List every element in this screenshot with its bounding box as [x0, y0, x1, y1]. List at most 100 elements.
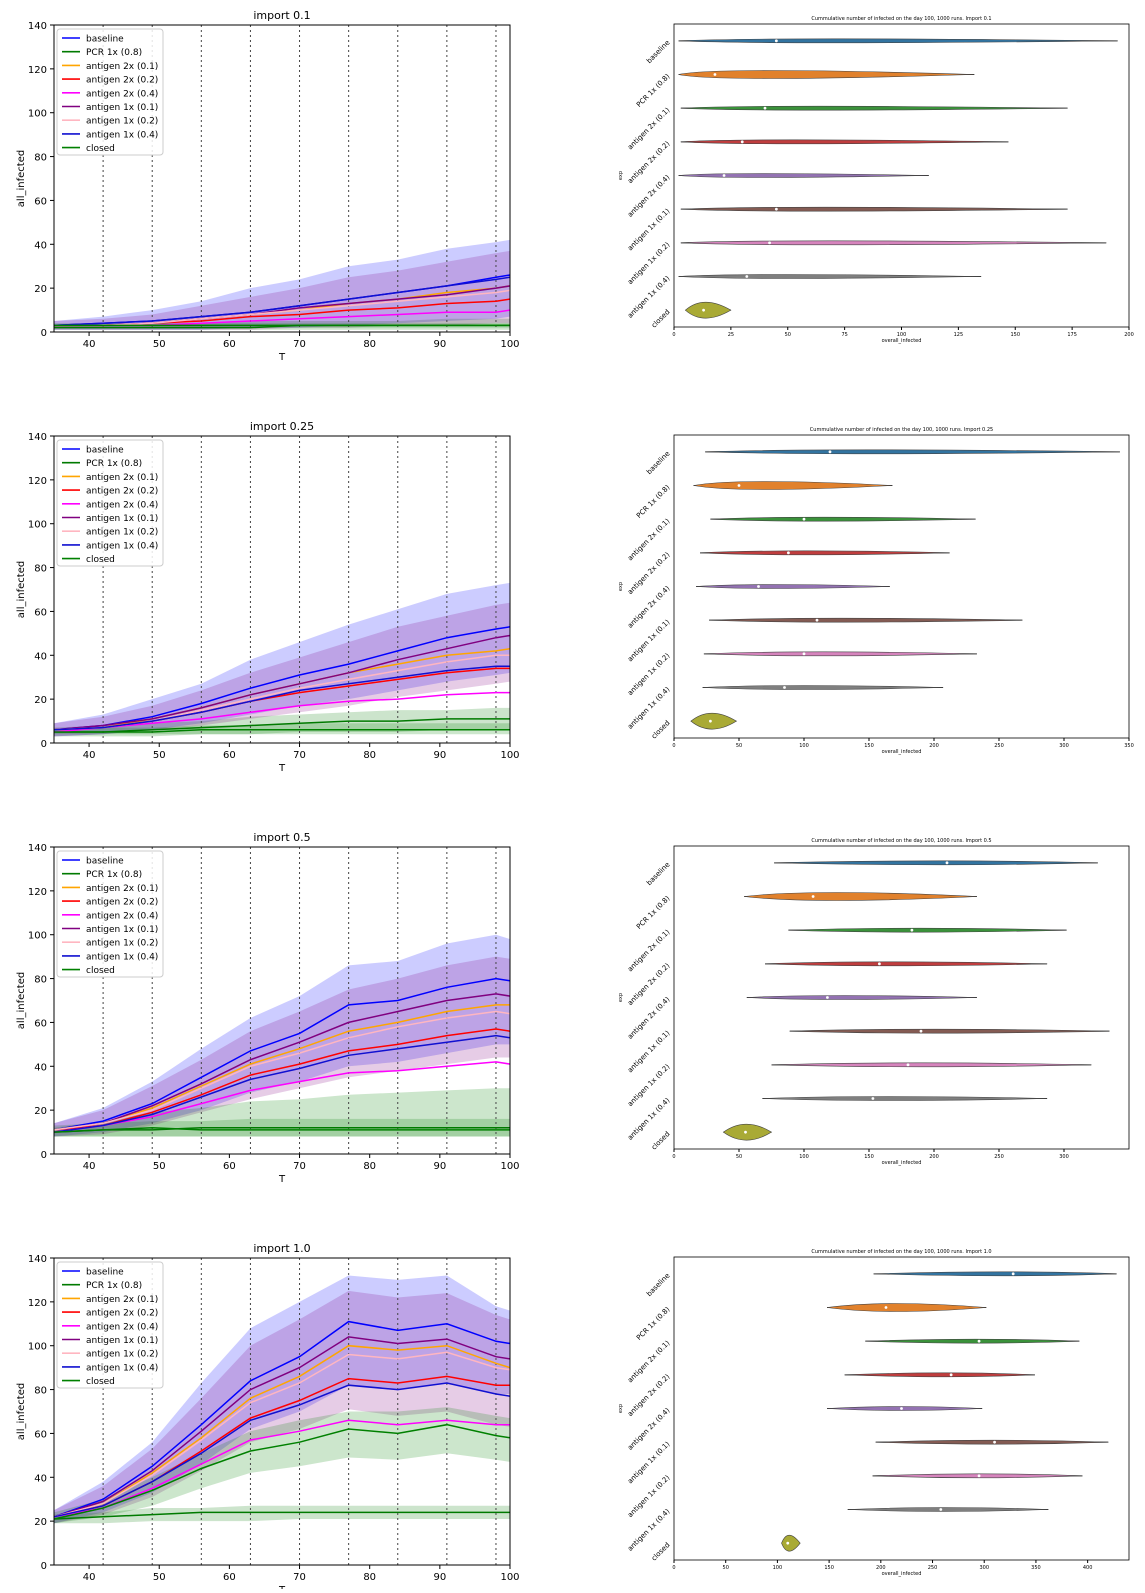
- violin-body-8: [684, 301, 732, 319]
- plot-frame: [53, 1257, 511, 1566]
- series-line-8: [54, 729, 510, 733]
- legend-label: antigen 2x (0.1): [86, 884, 158, 894]
- x-tick-label: 150: [824, 1565, 834, 1571]
- violin-body-4: [678, 173, 929, 178]
- violin-body-1: [744, 892, 977, 901]
- chart-title: import 1.0: [253, 1242, 310, 1255]
- y-axis-label: exp: [618, 1404, 624, 1413]
- x-tick-label: 50: [153, 339, 166, 350]
- violin-body-4: [746, 995, 977, 1000]
- series-line-7: [53, 1034, 511, 1133]
- series-line-8: [53, 1126, 510, 1133]
- x-tick-label: 90: [433, 1161, 446, 1172]
- category-label: baseline: [645, 1272, 671, 1298]
- x-tick-label: 60: [223, 1572, 236, 1583]
- x-tick-label: 50: [153, 1572, 166, 1583]
- y-tick-label: 100: [28, 931, 47, 942]
- series-line-7: [53, 665, 510, 731]
- violin-median-3: [787, 551, 790, 555]
- chart-title: import 0.25: [250, 420, 314, 433]
- violin-median-4: [757, 585, 760, 588]
- y-tick-label: 40: [34, 240, 47, 251]
- x-tick-label: 150: [864, 1154, 874, 1160]
- y-tick-label: 80: [34, 1386, 47, 1397]
- plot-frame: [53, 435, 511, 744]
- violin-median-6: [906, 1063, 910, 1067]
- x-tick-label: 75: [841, 332, 847, 338]
- y-tick-label: 40: [34, 1062, 47, 1073]
- band-8: [54, 1088, 510, 1137]
- series-line-0: [53, 626, 511, 731]
- plot-frame: [53, 24, 511, 333]
- x-tick-label: 100: [897, 332, 907, 338]
- y-tick-label: 20: [34, 695, 47, 706]
- x-axis-label: overall_infected: [882, 1160, 922, 1166]
- x-tick-label: 60: [223, 750, 236, 761]
- series-line-4: [53, 1061, 511, 1133]
- violin-median-7: [783, 686, 786, 689]
- band-0: [54, 934, 510, 1137]
- y-tick-label: 100: [28, 1342, 47, 1353]
- legend-label: PCR 1x (0.8): [86, 459, 142, 469]
- violin-body-6: [771, 1062, 1092, 1068]
- series-line-7: [53, 1382, 511, 1518]
- legend-label: antigen 1x (0.1): [86, 514, 158, 524]
- violin-median-2: [910, 928, 914, 932]
- x-tick-label: 250: [994, 743, 1004, 749]
- x-tick-label: 100: [799, 743, 809, 749]
- y-tick-label: 80: [34, 564, 47, 575]
- violin-median-7: [939, 1508, 943, 1511]
- legend-label: PCR 1x (0.8): [86, 870, 142, 880]
- legend-label: closed: [86, 144, 115, 154]
- violin-median-6: [802, 652, 806, 656]
- violin-median-6: [768, 241, 771, 245]
- band-5: [54, 602, 510, 737]
- plot-frame: [53, 846, 511, 1155]
- violin-median-0: [945, 861, 949, 865]
- y-tick-label: 140: [28, 21, 47, 32]
- violin-median-7: [745, 275, 749, 278]
- legend-label: baseline: [86, 1268, 124, 1278]
- y-tick-label: 120: [28, 1298, 47, 1309]
- legend-label: antigen 1x (0.4): [86, 541, 158, 551]
- violin-body-2: [788, 927, 1067, 933]
- x-tick-label: 100: [799, 1154, 809, 1160]
- series-line-8: [53, 1423, 511, 1520]
- category-label: baseline: [645, 39, 671, 65]
- violin-body-5: [875, 1439, 1109, 1445]
- violin-median-3: [878, 962, 881, 966]
- series-line-1: [53, 1126, 510, 1133]
- band-1: [54, 1505, 510, 1524]
- category-label: baseline: [645, 450, 671, 476]
- violin-median-0: [774, 39, 778, 43]
- legend-label: antigen 1x (0.1): [86, 1336, 158, 1346]
- x-tick-label: 90: [433, 339, 446, 350]
- legend-label: baseline: [86, 446, 124, 456]
- plot-frame: [673, 845, 1130, 1150]
- y-tick-label: 120: [28, 887, 47, 898]
- y-tick-label: 60: [34, 196, 47, 207]
- x-tick-label: 50: [785, 332, 791, 338]
- x-tick-label: 200: [876, 1565, 886, 1571]
- y-axis-label: exp: [618, 993, 624, 1002]
- series-line-0: [53, 977, 511, 1131]
- x-tick-label: 125: [954, 332, 964, 338]
- legend-label: antigen 2x (0.2): [86, 487, 158, 497]
- x-tick-label: 0: [672, 1154, 675, 1160]
- x-tick-label: 250: [994, 1154, 1004, 1160]
- violin-body-5: [680, 206, 1068, 212]
- y-tick-label: 60: [34, 1429, 47, 1440]
- violin-body-6: [872, 1473, 1083, 1479]
- legend-label: antigen 2x (0.2): [86, 76, 158, 86]
- violin-median-5: [919, 1029, 923, 1033]
- band-5: [54, 250, 510, 330]
- y-tick-label: 60: [34, 607, 47, 618]
- violin-body-3: [680, 139, 1009, 145]
- legend-label: antigen 2x (0.1): [86, 473, 158, 483]
- violin-body-4: [696, 584, 890, 589]
- category-label: PCR 1x (0.8): [635, 72, 672, 109]
- y-tick-label: 100: [28, 520, 47, 531]
- x-tick-label: 100: [500, 1161, 519, 1172]
- x-tick-label: 40: [83, 1572, 96, 1583]
- y-tick-label: 20: [34, 284, 47, 295]
